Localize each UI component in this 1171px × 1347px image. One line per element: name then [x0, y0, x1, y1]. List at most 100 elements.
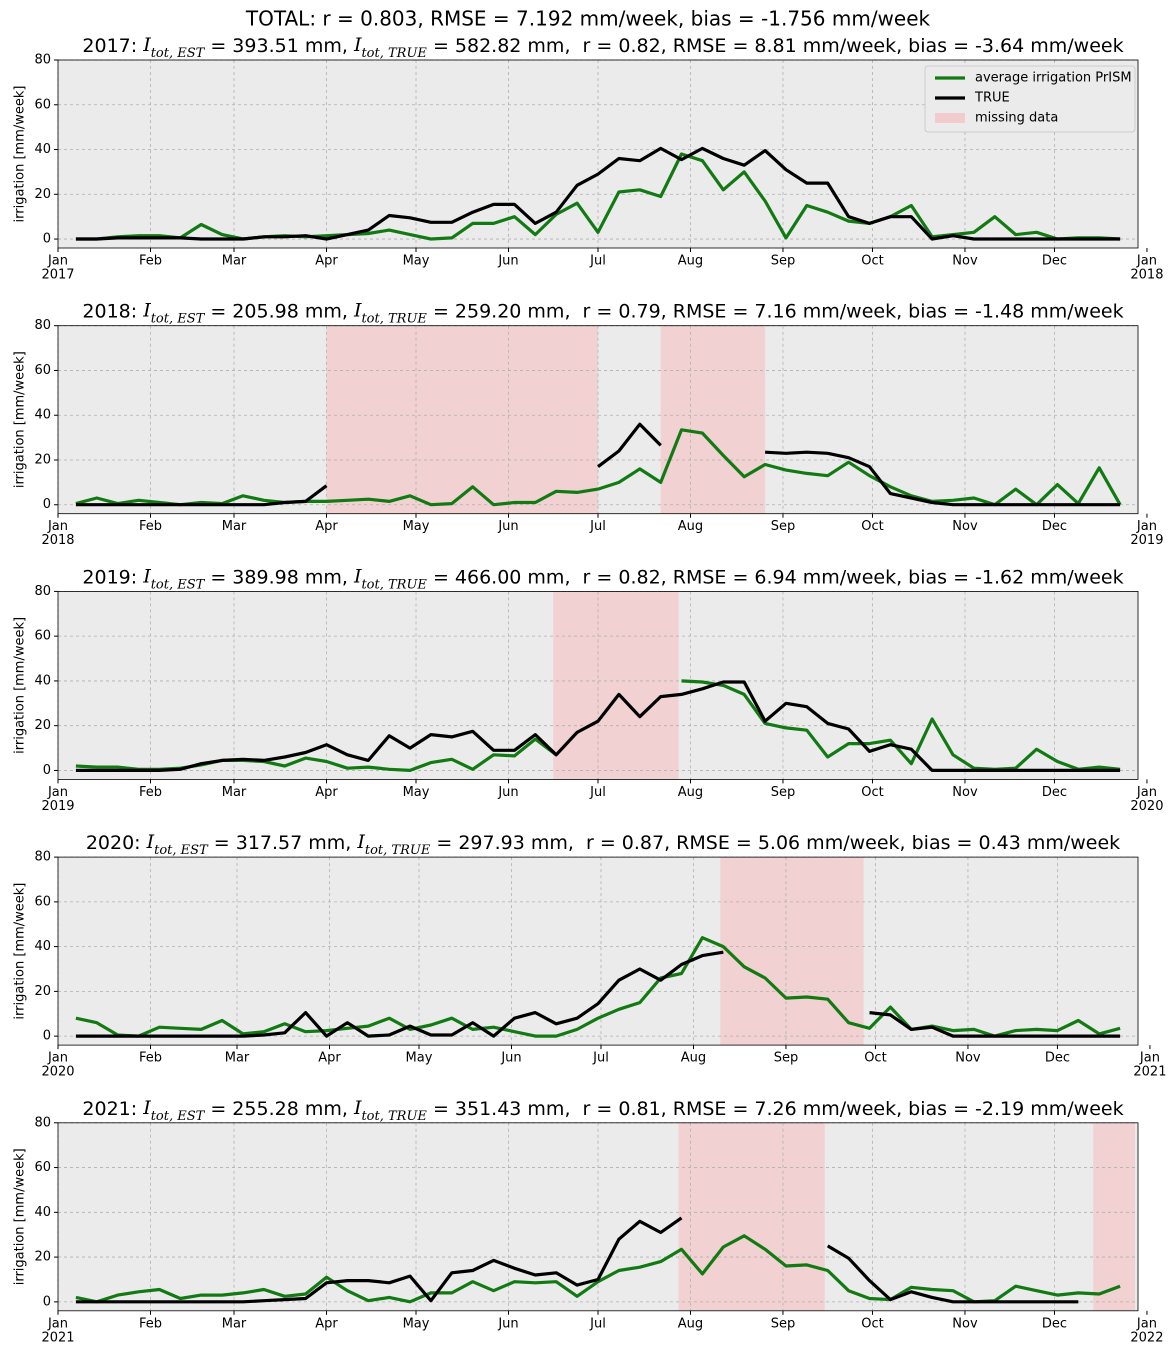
title-part: 2021: [82, 1097, 143, 1119]
title-part: tot, EST [151, 312, 206, 327]
x-tick-label: Sep [774, 1051, 799, 1066]
x-tick-label: Jul [589, 785, 606, 800]
plot-frame [57, 59, 1139, 249]
y-axis-label: irrigation [mm/week] [13, 351, 28, 488]
title-part: = 297.93 mm, r = 0.87, RMSE = 5.06 mm/we… [430, 832, 1120, 854]
y-tick-label: 80 [34, 584, 51, 599]
series-line [75, 1234, 1121, 1304]
y-axis-label: irrigation [mm/week] [13, 86, 28, 223]
y-tick-label: 40 [34, 939, 51, 954]
x-tick-year: 2021 [41, 1330, 74, 1343]
x-tick-label: Jun [497, 254, 518, 269]
x-tick-label: Nov [955, 1051, 981, 1066]
x-tick-label: Sep [771, 785, 796, 800]
x-tick-label: Jan [47, 1051, 68, 1066]
x-tick-label: Jul [589, 1316, 606, 1331]
legend-label: TRUE [974, 91, 1010, 106]
x-tick-label: Feb [139, 519, 162, 534]
y-axis-label: irrigation [mm/week] [13, 617, 28, 754]
x-tick-label: Nov [952, 1316, 978, 1331]
missing-span [553, 591, 679, 780]
panel-title: 2018: Itot, EST = 205.98 mm, Itot, TRUE … [82, 300, 1123, 327]
x-tick-label: Jan [1136, 1316, 1157, 1331]
y-tick-label: 20 [34, 718, 51, 733]
y-tick-label: 20 [34, 1250, 51, 1265]
x-tick-year: 2019 [1130, 533, 1163, 548]
y-tick-label: 60 [34, 629, 51, 644]
x-tick-label: Aug [678, 519, 703, 534]
series-line [75, 146, 1121, 241]
title-part: = 582.82 mm, r = 0.82, RMSE = 8.81 mm/we… [427, 35, 1124, 57]
y-axis-label: irrigation [mm/week] [13, 883, 28, 1020]
title-part: I [142, 34, 151, 56]
x-tick-label: Mar [222, 785, 247, 800]
y-tick-label: 20 [34, 984, 51, 999]
x-tick-label: Aug [678, 1316, 703, 1331]
title-part: = 255.28 mm, [204, 1097, 354, 1119]
title-part: tot, TRUE [361, 577, 427, 592]
x-tick-label: Jan [1139, 1051, 1160, 1066]
x-tick-label: Dec [1042, 1316, 1067, 1331]
y-tick-label: 80 [34, 1115, 51, 1130]
x-tick-label: Aug [681, 1051, 706, 1066]
x-tick-label: Jun [497, 785, 518, 800]
x-tick-label: Jun [497, 1316, 518, 1331]
x-tick-label: Jul [589, 254, 606, 269]
x-tick-label: Jun [500, 1051, 521, 1066]
y-tick-label: 0 [43, 232, 51, 247]
x-tick-label: Mar [222, 254, 247, 269]
plot-frame [57, 325, 1139, 515]
x-tick-label: Feb [139, 254, 162, 269]
x-tick-label: Nov [952, 785, 978, 800]
title-part: = 351.43 mm, r = 0.81, RMSE = 7.26 mm/we… [427, 1097, 1124, 1119]
y-tick-label: 0 [43, 497, 51, 512]
x-tick-label: Oct [861, 785, 883, 800]
title-part: 2018: [82, 300, 143, 322]
x-tick-year: 2020 [1130, 799, 1163, 814]
series-line [75, 936, 1121, 1038]
y-axis-label: irrigation [mm/week] [13, 1148, 28, 1285]
title-part: I [353, 565, 362, 587]
title-part: = 466.00 mm, r = 0.82, RMSE = 6.94 mm/we… [427, 566, 1124, 588]
x-tick-label: Aug [678, 254, 703, 269]
title-part: tot, EST [154, 843, 209, 858]
y-tick-label: 40 [34, 142, 51, 157]
x-tick-label: Jul [589, 519, 606, 534]
x-tick-label: May [403, 254, 430, 269]
x-tick-label: Nov [952, 519, 978, 534]
y-tick-label: 60 [34, 894, 51, 909]
title-part: tot, TRUE [361, 1109, 427, 1124]
title-part: I [353, 34, 362, 56]
series-line [75, 950, 1121, 1038]
x-tick-label: Apr [318, 1051, 341, 1066]
legend-box [924, 65, 1136, 133]
x-tick-year: 2017 [41, 268, 74, 283]
title-part: = 205.98 mm, [204, 300, 354, 322]
legend-swatch [935, 113, 965, 123]
title-part: tot, TRUE [365, 843, 431, 858]
x-tick-label: Jan [47, 785, 68, 800]
title-part: I [142, 300, 151, 322]
x-tick-label: Apr [315, 254, 338, 269]
y-tick-label: 40 [34, 408, 51, 423]
x-tick-label: Feb [139, 1051, 162, 1066]
y-tick-label: 20 [34, 187, 51, 202]
x-tick-label: Mar [225, 1051, 250, 1066]
y-tick-label: 40 [34, 673, 51, 688]
x-tick-year: 2021 [1133, 1065, 1166, 1080]
x-tick-label: Mar [222, 519, 247, 534]
legend-label: missing data [975, 111, 1058, 126]
x-tick-label: May [403, 1316, 430, 1331]
x-tick-year: 2019 [41, 799, 74, 814]
x-tick-label: Mar [222, 1316, 247, 1331]
x-tick-label: Oct [861, 254, 883, 269]
x-tick-label: Jan [1136, 254, 1157, 269]
title-part: I [142, 1097, 151, 1119]
x-tick-label: Dec [1042, 254, 1067, 269]
title-part: tot, TRUE [361, 46, 427, 61]
title-part: I [146, 831, 155, 853]
x-tick-label: Jun [497, 519, 518, 534]
plot-background [58, 857, 1138, 1046]
title-part: I [353, 1097, 362, 1119]
